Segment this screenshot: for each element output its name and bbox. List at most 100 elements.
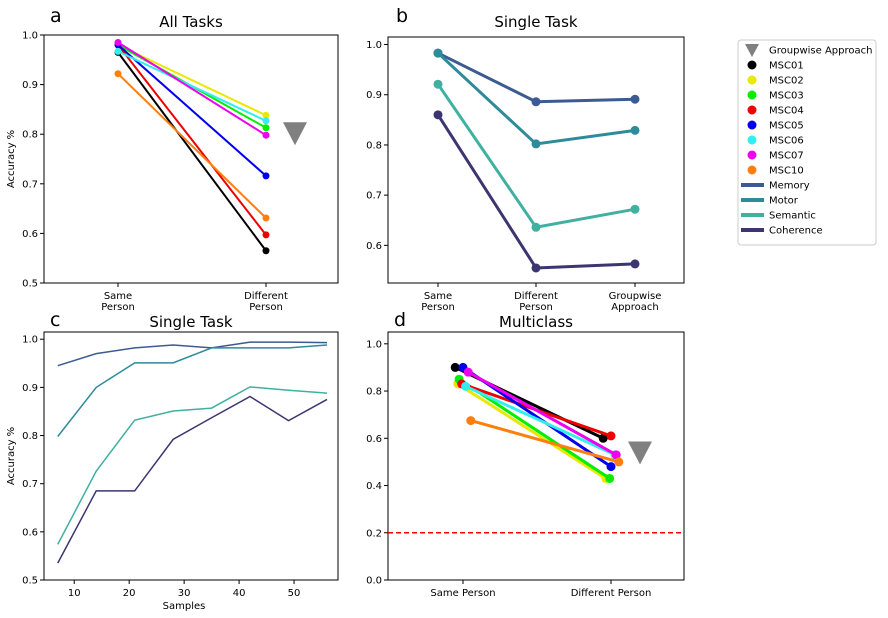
panel-b-ytick-label: 0.8 — [366, 140, 382, 151]
legend-swatch-msc04 — [747, 105, 757, 115]
panel-d-line-msc02 — [456, 382, 607, 480]
legend-label: Motor — [769, 196, 799, 207]
legend-frame — [737, 39, 877, 246]
panel-d-point-msc10 — [466, 416, 476, 426]
panel-b-xtick-label: Approach — [611, 302, 659, 313]
panel-d-point-msc10 — [614, 457, 624, 467]
legend-label: MSC07 — [769, 151, 804, 162]
panel-b-ytick-label: 0.7 — [366, 191, 382, 202]
panel-b-line-coherence — [436, 114, 636, 270]
panel-b-xtick-label: Person — [421, 302, 455, 313]
panel-c-ytick-label: 0.8 — [22, 431, 38, 442]
panel-b-xtick-label: Person — [519, 302, 553, 313]
panel-b-point-coherence — [433, 110, 443, 120]
legend-label: Memory — [769, 181, 810, 192]
panel-d-line-msc10 — [470, 419, 620, 464]
panel-a-xtick-label: Person — [249, 302, 283, 313]
legend-swatch-msc10 — [747, 165, 757, 175]
panel-d-point-msc06 — [461, 381, 471, 391]
panel-a-point-msc07 — [114, 38, 122, 46]
panel-b-point-memory — [531, 97, 541, 107]
panel-a-ytick-label: 0.6 — [22, 229, 38, 240]
panel-b-point-motor — [630, 125, 640, 135]
panel-c-xlabel: Samples — [163, 601, 206, 612]
panel-a-xtick-label: Same — [104, 291, 132, 302]
panel-c-ytick-label: 0.5 — [22, 576, 38, 587]
panel-d-point-msc01 — [450, 362, 460, 372]
panel-a-line-msc05 — [117, 44, 267, 177]
panel-b-point-memory — [630, 94, 640, 104]
panel-a-point-msc03 — [262, 124, 270, 132]
panel-b-frame — [387, 36, 685, 284]
panel-b-xtick-label: Different — [514, 291, 558, 302]
panel-d-point-msc03 — [605, 473, 615, 483]
panel-d-point-msc01 — [598, 433, 608, 443]
panel-d-title: Multiclass — [499, 313, 573, 331]
panel-c-xtick-label: 30 — [178, 588, 191, 599]
panel-b-point-semantic — [433, 79, 443, 89]
panel-c-line-coherence — [57, 395, 328, 564]
panel-d-ytick-label: 0.4 — [366, 481, 382, 492]
panel-d-line-msc07 — [467, 370, 617, 457]
panel-c-xtick-label: 20 — [123, 588, 136, 599]
panel-c-frame — [43, 331, 339, 581]
panel-d-xtick-label: Same Person — [430, 588, 495, 599]
panel-a-ytick-label: 0.7 — [22, 179, 38, 190]
panel-b-xtick-label: Groupwise — [609, 291, 662, 302]
panel-b-point-coherence — [531, 263, 541, 273]
panel-c-line-memory — [57, 341, 328, 367]
legend-label: Semantic — [769, 211, 816, 222]
panel-a-line-msc04 — [117, 44, 267, 236]
panel-letter-b: b — [396, 5, 408, 27]
legend-label: MSC06 — [769, 136, 804, 147]
panel-c-ytick-label: 0.7 — [22, 479, 38, 490]
panel-a-point-msc10 — [262, 214, 270, 222]
panel-a-ylabel: Accuracy % — [6, 130, 17, 188]
panel-b-point-motor — [531, 139, 541, 149]
legend-label: MSC04 — [769, 106, 804, 117]
panel-a-point-msc06 — [114, 47, 122, 55]
panel-c-xtick-label: 10 — [68, 588, 81, 599]
panel-c-ylabel: Accuracy % — [6, 427, 17, 485]
panel-a-point-msc06 — [262, 117, 270, 125]
panel-a-line-msc02 — [117, 44, 267, 117]
legend-label: Groupwise Approach — [769, 46, 872, 57]
panel-b-point-semantic — [630, 204, 640, 214]
legend-swatch-msc05 — [747, 120, 757, 130]
panel-a-line-msc01 — [117, 51, 267, 252]
panel-d-point-msc07 — [463, 367, 473, 377]
panel-d-point-msc07 — [611, 450, 621, 460]
legend: Groupwise Approach MSC01 MSC02 MSC03 MSC04 MS… — [737, 39, 877, 246]
panel-d-point-msc05 — [606, 462, 616, 472]
panel-a-xtick-label: Different — [244, 291, 288, 302]
panel-d-line-msc06 — [464, 384, 616, 457]
panel-b-ytick-label: 1.0 — [366, 40, 382, 51]
panel-c-xtick-label: 40 — [233, 588, 246, 599]
panel-a-ytick-label: 0.5 — [22, 279, 38, 290]
panel-d-ytick-label: 0.0 — [366, 576, 382, 587]
panel-a-point-msc01 — [262, 247, 270, 255]
panel-a-point-msc04 — [262, 231, 270, 239]
panel-b-title: Single Task — [494, 13, 578, 31]
panel-b-point-motor — [433, 48, 443, 58]
panel-a-point-msc05 — [262, 172, 270, 180]
legend-label: MSC02 — [769, 76, 804, 87]
panel-letter-d: d — [394, 309, 406, 331]
panel-c-line-motor — [57, 344, 328, 437]
panel-a-xtick-label: Person — [101, 302, 135, 313]
panel-c-ytick-label: 0.9 — [22, 383, 38, 394]
legend-label: MSC05 — [769, 121, 804, 132]
panel-b-line-memory — [437, 51, 636, 104]
panel-a-point-msc02 — [262, 111, 270, 119]
panel-c-line-semantic — [57, 386, 328, 545]
panel-a-ytick-label: 0.8 — [22, 130, 38, 141]
panel-a-title: All Tasks — [159, 13, 223, 31]
panel-d-ytick-label: 0.2 — [366, 528, 382, 539]
panel-a-line-msc07 — [117, 41, 267, 137]
panel-d-ytick-label: 1.0 — [366, 339, 382, 350]
legend-label: MSC10 — [769, 166, 804, 177]
panel-a-ytick-label: 1.0 — [22, 31, 38, 42]
legend-label: MSC03 — [769, 91, 804, 102]
legend-swatch-msc03 — [747, 90, 757, 100]
